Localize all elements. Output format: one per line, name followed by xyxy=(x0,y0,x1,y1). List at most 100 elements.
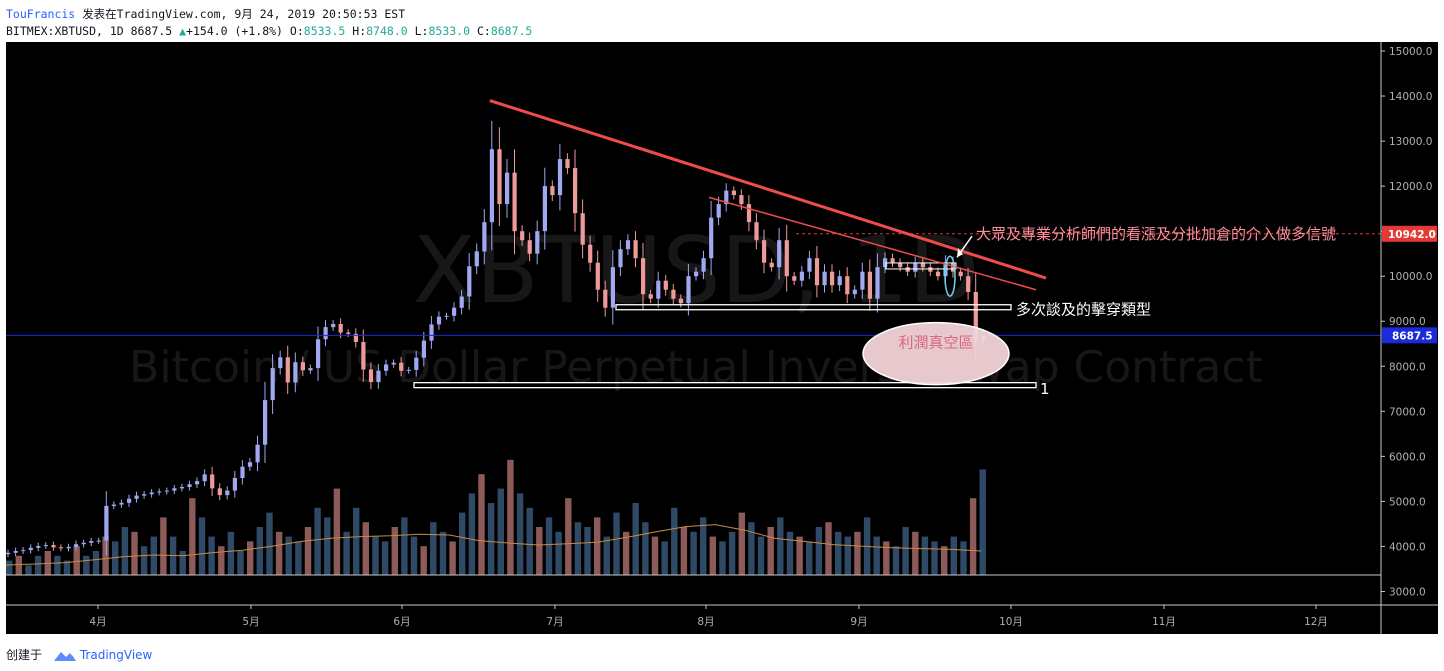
volume-bar xyxy=(237,551,244,575)
candle xyxy=(247,462,253,467)
candle xyxy=(573,168,578,214)
volume-bar xyxy=(767,527,774,575)
volume-bar xyxy=(632,503,639,575)
author-link[interactable]: TouFrancis xyxy=(6,7,76,21)
candle xyxy=(837,276,842,286)
candle xyxy=(308,368,313,371)
volume-bar xyxy=(854,531,861,575)
volume-bar xyxy=(92,551,100,575)
volume-bar xyxy=(6,560,13,575)
volume-bar xyxy=(844,536,851,575)
volume-bar xyxy=(343,531,350,575)
tradingview-logo-icon[interactable] xyxy=(53,650,76,662)
volume-bar xyxy=(189,498,196,575)
candle xyxy=(232,478,237,491)
candle xyxy=(610,267,615,308)
candle xyxy=(187,484,192,487)
high-value: 8748.0 xyxy=(366,24,408,38)
volume-bar xyxy=(806,541,813,575)
candle xyxy=(285,357,290,383)
volume-bar xyxy=(594,517,601,575)
symbol-info-line: BITMEX:XBTUSD, 1D 8687.5 ▲+154.0 (+1.8%)… xyxy=(6,24,532,38)
volume-bar xyxy=(815,527,823,575)
volume-bar xyxy=(131,531,138,575)
volume-bar xyxy=(227,531,235,575)
volume-bar xyxy=(381,541,389,575)
volume-bar xyxy=(912,531,919,575)
volume-bar xyxy=(757,536,765,575)
candle xyxy=(648,294,653,299)
volume-bar xyxy=(83,555,90,575)
volume-bar xyxy=(835,531,842,575)
candle xyxy=(739,195,744,205)
volume-bar xyxy=(121,527,129,575)
volume-bar xyxy=(54,555,61,575)
volume-bar xyxy=(362,522,369,575)
candle xyxy=(588,244,593,263)
up-arrow-icon: ▲ xyxy=(179,24,187,38)
candle xyxy=(784,240,789,277)
y-tick-label: 15000.0 xyxy=(1389,46,1432,58)
candle xyxy=(762,240,767,263)
candle xyxy=(867,271,872,299)
volume-bar xyxy=(63,560,71,575)
x-tick-label: 7月 xyxy=(546,616,563,628)
volume-bar xyxy=(661,541,668,575)
volume-bar xyxy=(603,536,610,575)
candle xyxy=(164,490,169,492)
candle xyxy=(21,550,26,552)
volume-bar xyxy=(314,507,321,575)
candle xyxy=(195,481,200,485)
y-tick-label: 12000.0 xyxy=(1389,181,1432,193)
volume-bar xyxy=(73,546,80,575)
change-value: +154.0 (+1.8%) xyxy=(186,24,283,38)
range-box xyxy=(885,262,957,270)
volume-bar xyxy=(960,541,967,575)
candle xyxy=(701,258,706,272)
support-box-upper xyxy=(615,304,1012,311)
support-box-lower xyxy=(413,382,1037,389)
candle xyxy=(973,292,978,341)
x-tick-label: 4月 xyxy=(89,616,106,628)
volume-bar xyxy=(507,459,514,575)
tradingview-brand[interactable]: TradingView xyxy=(79,648,153,662)
volume-bar xyxy=(179,551,186,575)
volume-bar xyxy=(979,469,986,575)
volume-bar xyxy=(256,527,263,575)
candle xyxy=(769,262,774,268)
candle xyxy=(875,267,880,299)
volume-bar xyxy=(671,507,678,575)
candle xyxy=(414,357,419,370)
candle xyxy=(520,231,525,241)
candle xyxy=(331,324,336,328)
y-tick-label: 8000.0 xyxy=(1389,361,1426,373)
candle xyxy=(338,324,343,333)
y-tick-label: 13000.0 xyxy=(1389,136,1432,148)
x-tick-label: 11月 xyxy=(1152,616,1176,628)
footer: 创建于 TradingView xyxy=(6,646,152,663)
volume-bar xyxy=(372,536,379,575)
resistance-price-tag xyxy=(1382,225,1437,242)
candle xyxy=(694,271,699,277)
candle xyxy=(913,262,918,272)
candle xyxy=(104,505,109,541)
candle xyxy=(353,333,358,342)
volume-bar xyxy=(622,531,630,575)
candle xyxy=(497,149,502,205)
volume-bar xyxy=(786,531,794,575)
candle xyxy=(172,488,177,491)
candle xyxy=(482,222,487,252)
candle xyxy=(142,494,147,496)
publish-info: 发表在TradingView.com, 9月 24, 2019 20:50:53… xyxy=(82,7,406,21)
volume-ma-line xyxy=(6,524,982,566)
candle xyxy=(278,357,283,369)
candle xyxy=(436,316,442,325)
volume-bar xyxy=(247,541,254,575)
candle xyxy=(951,262,956,272)
candle xyxy=(43,545,48,547)
chart-panel[interactable]: XBTUSD, 1D Bitcoin / US Dollar Perpetual … xyxy=(6,42,1438,634)
y-tick-label: 10000.0 xyxy=(1389,271,1432,283)
candle xyxy=(467,266,472,297)
candle xyxy=(81,542,86,545)
